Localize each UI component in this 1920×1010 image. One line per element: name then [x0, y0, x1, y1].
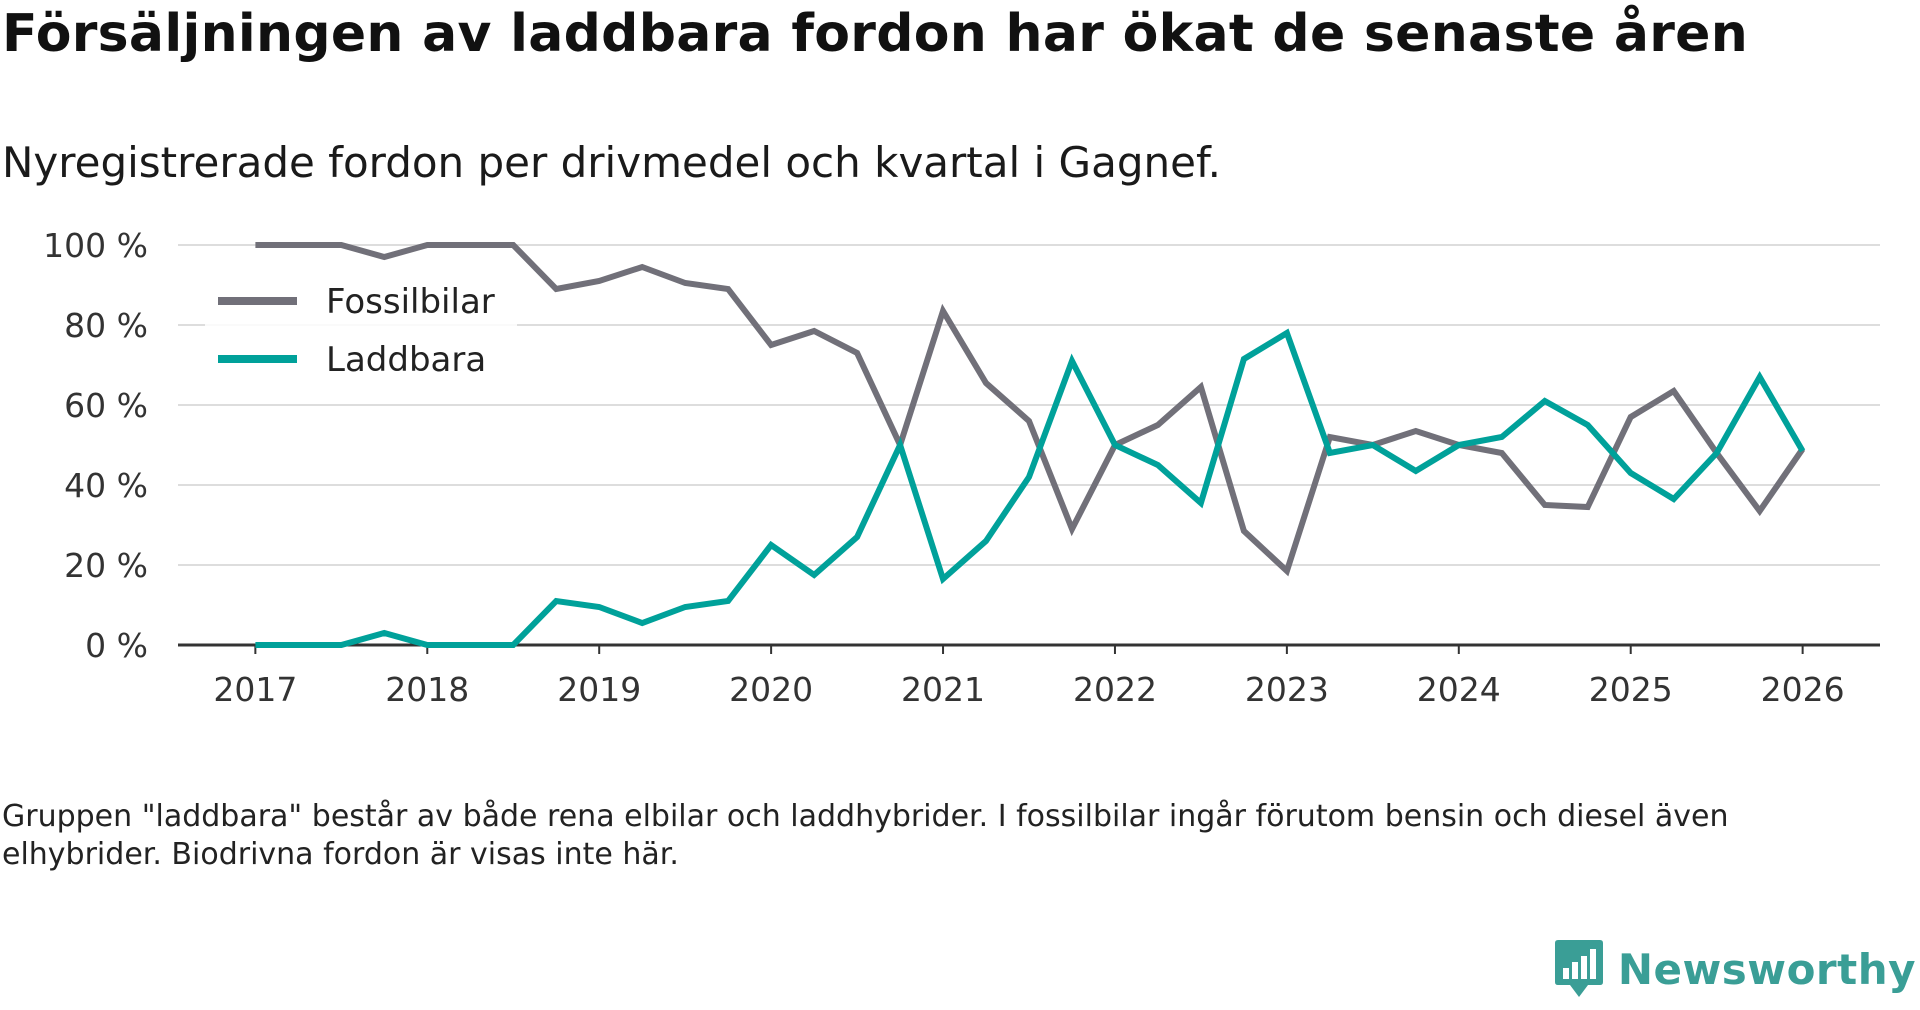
x-tick-label: 2026 — [1761, 670, 1845, 709]
legend-background — [205, 268, 517, 390]
newsworthy-logo-icon — [1554, 940, 1603, 997]
chart-subtitle: Nyregistrerade fordon per drivmedel och … — [2, 138, 1222, 187]
x-tick-label: 2018 — [385, 670, 469, 709]
x-tick-label: 2019 — [557, 670, 641, 709]
y-tick-label: 100 % — [43, 226, 148, 265]
x-tick-label: 2024 — [1417, 670, 1501, 709]
y-axis: 0 % 20 % 40 % 60 % 80 % 100 % — [43, 226, 148, 665]
y-tick-label: 40 % — [64, 466, 148, 505]
legend: Fossilbilar Laddbara — [205, 268, 517, 390]
y-tick-label: 20 % — [64, 546, 148, 585]
y-tick-label: 60 % — [64, 386, 148, 425]
line-chart: 0 % 20 % 40 % 60 % 80 % 100 % 2017 2018 2019 202… — [43, 226, 1880, 709]
x-tick-label: 2025 — [1589, 670, 1673, 709]
x-tick-label: 2022 — [1073, 670, 1157, 709]
y-tick-label: 80 % — [64, 306, 148, 345]
x-axis: 2017 2018 2019 2020 2021 2022 2023 2024 2025 2026 — [178, 643, 1880, 709]
y-tick-label: 0 % — [85, 626, 148, 665]
brand-logo: Newsworthy — [1554, 936, 1916, 1002]
series-line-fossilbilar — [255, 242, 1806, 577]
series-lines — [255, 242, 1806, 648]
series-line-laddbara — [255, 328, 1806, 648]
x-tick-label: 2017 — [213, 670, 297, 709]
footnote: Gruppen "laddbara" består av både rena e… — [2, 799, 1729, 872]
legend-label: Fossilbilar — [326, 282, 495, 322]
x-tick-label: 2021 — [901, 670, 985, 709]
x-tick-label: 2020 — [729, 670, 813, 709]
legend-label: Laddbara — [326, 340, 486, 380]
chart-title: Försäljningen av laddbara fordon har öka… — [2, 4, 1749, 64]
x-tick-label: 2023 — [1245, 670, 1329, 709]
brand-name: Newsworthy — [1617, 944, 1916, 994]
